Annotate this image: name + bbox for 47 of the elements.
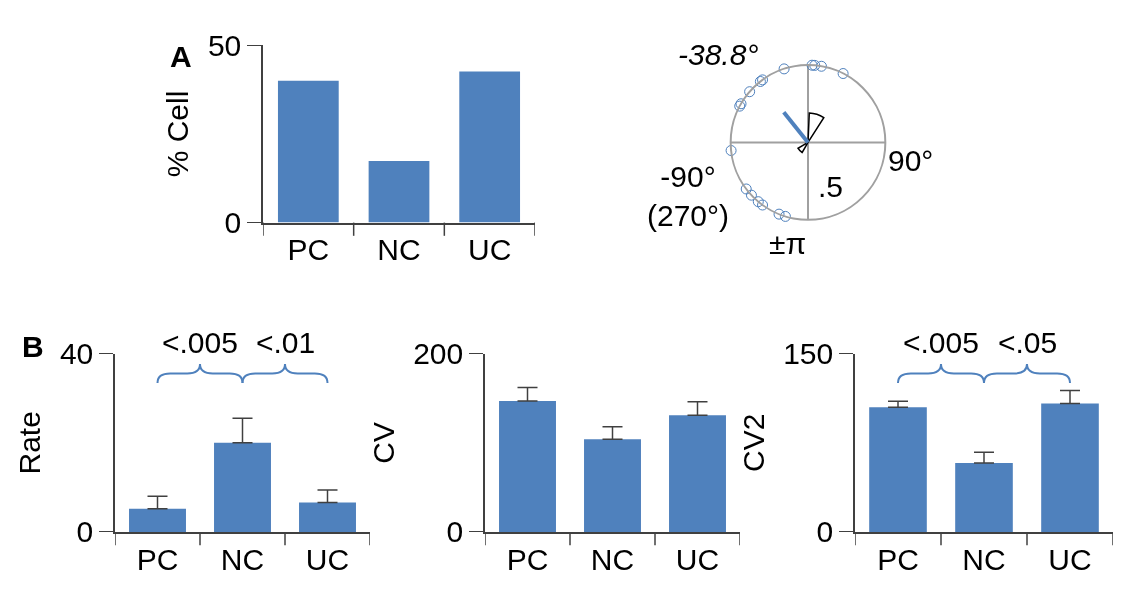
y-tick-label: 200 — [413, 337, 464, 371]
x-tick-label: PC — [877, 542, 919, 576]
x-tick-label: UC — [1048, 542, 1092, 576]
text: -90° (270°) — [647, 160, 730, 232]
text: -38.8° — [678, 38, 759, 71]
bar — [955, 463, 1013, 532]
x-tick-label: NC — [962, 542, 1006, 576]
text: A — [170, 40, 192, 73]
y-axis-title: CV2 — [736, 413, 770, 473]
x-tick-label: PC — [506, 542, 549, 576]
bar — [584, 439, 641, 532]
bar — [129, 508, 186, 532]
text: 90° — [888, 144, 934, 177]
y-tick-label: 0 — [76, 515, 94, 549]
annotation: <.05 — [998, 326, 1058, 359]
y-tick-label: 150 — [783, 337, 834, 371]
x-tick-label: PC — [136, 542, 179, 576]
bar — [869, 407, 927, 532]
bar — [669, 415, 726, 532]
x-tick-label: UC — [675, 542, 720, 576]
text: ±π — [769, 227, 807, 260]
bar — [368, 160, 430, 223]
x-tick-label: UC — [305, 542, 350, 576]
bar — [214, 442, 271, 532]
y-axis-title: CV — [366, 421, 400, 464]
annotation: <.01 — [256, 326, 316, 359]
text: .5 — [818, 170, 844, 203]
x-tick-label: UC — [468, 233, 512, 267]
x-tick-label: PC — [287, 233, 330, 267]
bar — [299, 502, 356, 532]
bar — [459, 71, 521, 223]
annotation: <.005 — [903, 326, 979, 359]
bar — [277, 80, 339, 223]
bar — [499, 400, 556, 532]
y-axis-title: Rate — [13, 411, 47, 475]
text: B — [22, 330, 44, 363]
y-tick-label: 0 — [446, 515, 464, 549]
y-tick-label: 0 — [224, 206, 242, 240]
x-tick-label: NC — [377, 233, 421, 267]
y-axis-title: % Cell — [161, 90, 195, 178]
annotation: <.005 — [162, 326, 238, 359]
y-tick-label: 0 — [816, 515, 834, 549]
y-tick-label: 50 — [207, 28, 242, 62]
bar — [1041, 403, 1099, 532]
y-tick-label: 40 — [59, 337, 94, 371]
x-tick-label: NC — [220, 542, 265, 576]
x-tick-label: NC — [590, 542, 635, 576]
